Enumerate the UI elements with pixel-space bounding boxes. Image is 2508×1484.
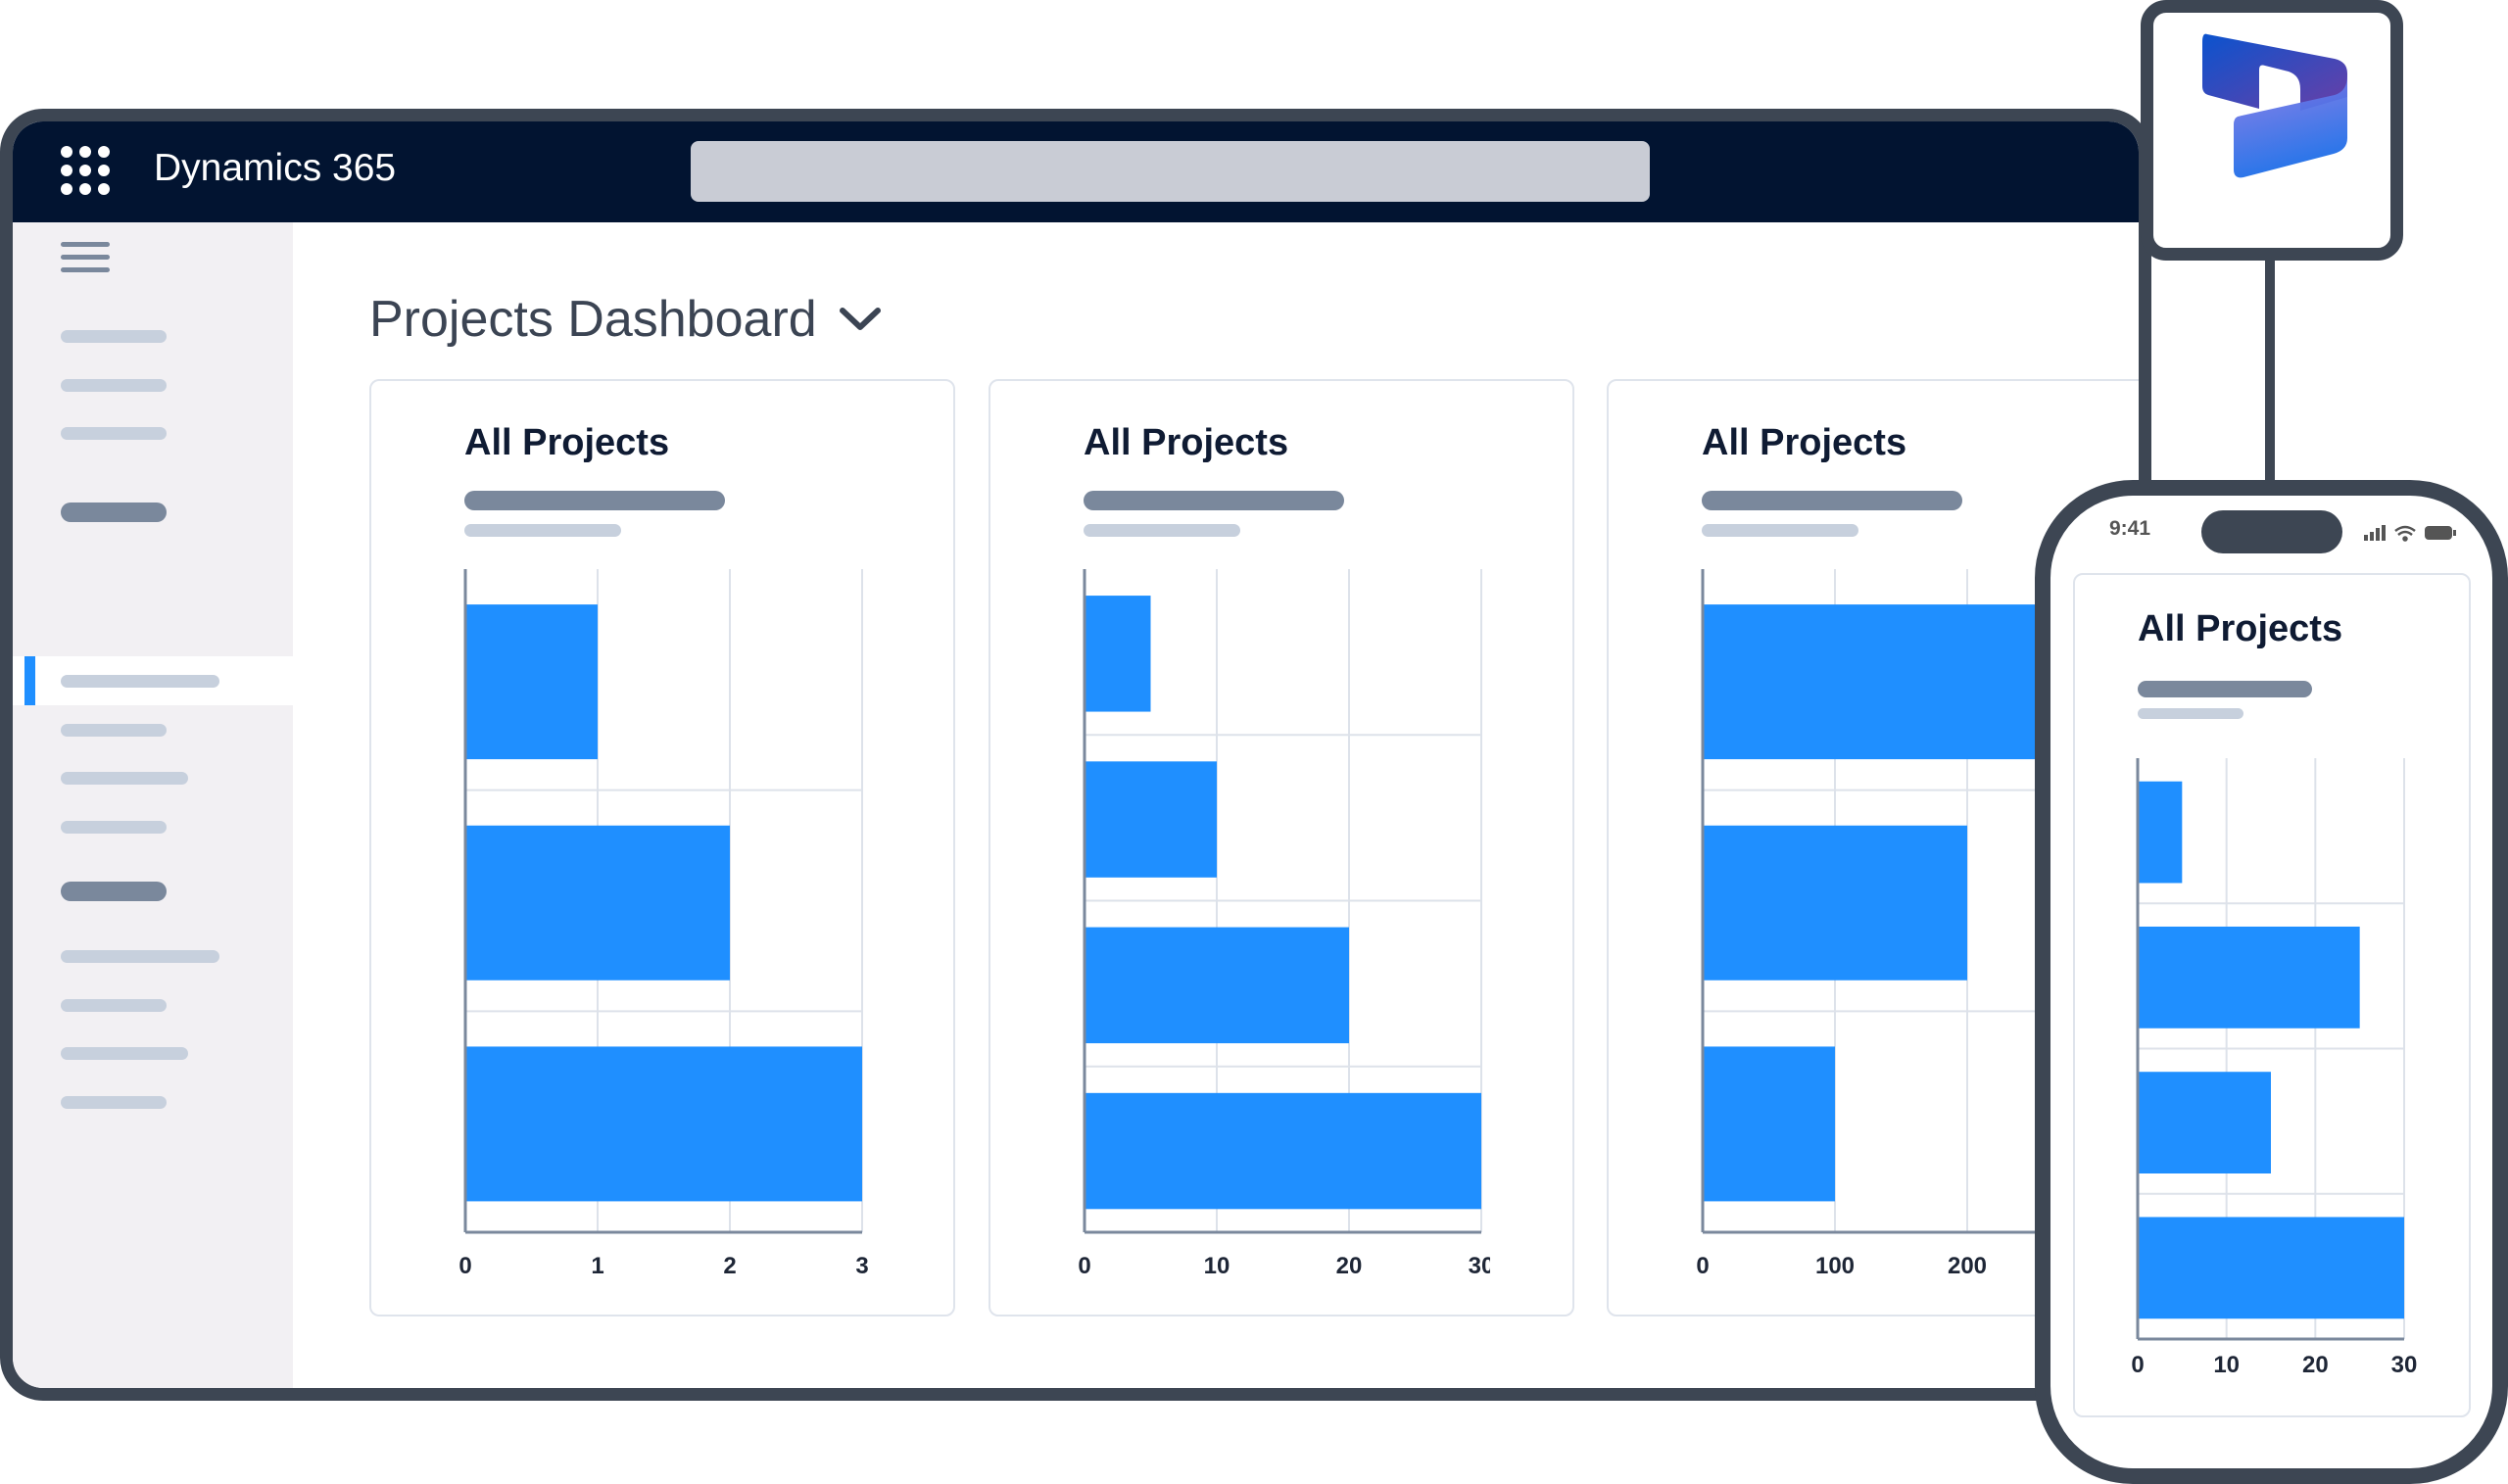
signal-icon: [2364, 525, 2386, 541]
bar: [2138, 926, 2360, 1029]
x-tick-label: 0: [2132, 1352, 2145, 1378]
x-tick-label: 1: [591, 1253, 603, 1279]
bar-chart: 0100200300: [1697, 569, 2108, 1279]
sidebar-item[interactable]: [61, 950, 219, 963]
bar: [1703, 604, 2099, 760]
sidebar-item[interactable]: [61, 675, 219, 688]
connector-line: [2265, 261, 2275, 482]
status-icons: [2364, 525, 2456, 542]
x-tick-label: 200: [1948, 1253, 1987, 1279]
bar-chart: 0 10 20 30: [2132, 758, 2418, 1378]
top-bar: Dynamics 365: [13, 121, 2139, 222]
placeholder-bar: [1084, 524, 1240, 537]
desktop-app-window: Dynamics 365 Projects Dashboard All Proj…: [0, 109, 2151, 1401]
bar: [1703, 1046, 1835, 1202]
dynamic-island: [2201, 510, 2342, 553]
bar: [1703, 825, 1967, 981]
chart-card: All Projects 0 10 20 30: [2073, 573, 2471, 1417]
dynamics-365-logo: [2141, 0, 2403, 261]
placeholder-bar: [464, 524, 621, 537]
bar-chart: 0 10 20 30: [1079, 569, 1490, 1279]
app-title: Dynamics 365: [154, 147, 397, 189]
dashboard-selector[interactable]: Projects Dashboard: [369, 290, 882, 349]
bar: [1085, 1092, 1481, 1210]
search-input[interactable]: [691, 141, 1650, 202]
chart-card: All Projects 0 1 2 3: [369, 379, 955, 1316]
sidebar-item[interactable]: [61, 1047, 188, 1060]
sidebar-item[interactable]: [61, 821, 167, 834]
wifi-icon: [2394, 525, 2416, 542]
x-tick-label: 2: [723, 1253, 736, 1279]
x-tick-label: 30: [1469, 1253, 1490, 1279]
bar: [1085, 761, 1217, 878]
app-launcher-grid-icon[interactable]: [61, 146, 110, 195]
bar: [2138, 1072, 2271, 1173]
x-tick-label: 20: [1336, 1253, 1363, 1279]
battery-icon: [2425, 526, 2456, 540]
sidebar-item[interactable]: [61, 1096, 167, 1109]
chevron-down-icon: [839, 308, 881, 330]
bar: [1085, 596, 1151, 712]
bar: [1085, 927, 1349, 1044]
x-tick-label: 0: [459, 1253, 472, 1279]
sidebar-item[interactable]: [61, 379, 167, 392]
x-tick-label: 10: [2213, 1352, 2240, 1378]
chart-card: All Projects 0 10 20 30: [989, 379, 1574, 1316]
card-title: All Projects: [464, 422, 670, 463]
active-indicator: [24, 656, 35, 705]
card-title: All Projects: [1084, 422, 1289, 463]
sidebar-item[interactable]: [61, 724, 167, 737]
sidebar-section-header: [61, 882, 167, 901]
sidebar-item[interactable]: [61, 999, 167, 1012]
bar: [465, 825, 730, 981]
x-tick-label: 0: [1697, 1253, 1710, 1279]
placeholder-bar: [2138, 681, 2312, 697]
x-tick-label: 20: [2302, 1352, 2329, 1378]
placeholder-bar: [2138, 708, 2243, 719]
mobile-phone: 9:41 All Projects 0 10 20 30: [2035, 480, 2508, 1484]
x-tick-label: 10: [1204, 1253, 1230, 1279]
sidebar-item[interactable]: [61, 772, 188, 785]
sidebar-item[interactable]: [61, 427, 167, 440]
hamburger-menu-icon[interactable]: [61, 242, 110, 280]
placeholder-bar: [1702, 524, 1858, 537]
bar: [465, 604, 598, 760]
bar: [2138, 781, 2183, 884]
placeholder-bar: [1084, 491, 1344, 510]
placeholder-bar: [1702, 491, 1962, 510]
dynamics-logo-icon: [2202, 33, 2347, 178]
page-title: Projects Dashboard: [369, 291, 817, 348]
sidebar: [13, 222, 293, 1388]
card-title: All Projects: [2138, 608, 2343, 649]
sidebar-section-header: [61, 503, 167, 522]
card-title: All Projects: [1702, 422, 1907, 463]
bar: [2138, 1217, 2404, 1319]
x-tick-label: 0: [1079, 1253, 1091, 1279]
sidebar-item[interactable]: [61, 330, 167, 343]
bar: [465, 1046, 862, 1202]
x-tick-label: 30: [2391, 1352, 2418, 1378]
x-tick-label: 100: [1815, 1253, 1855, 1279]
bar-chart: 0 1 2 3: [459, 569, 869, 1279]
status-time: 9:41: [2109, 517, 2151, 540]
placeholder-bar: [464, 491, 725, 510]
x-tick-label: 3: [855, 1253, 868, 1279]
